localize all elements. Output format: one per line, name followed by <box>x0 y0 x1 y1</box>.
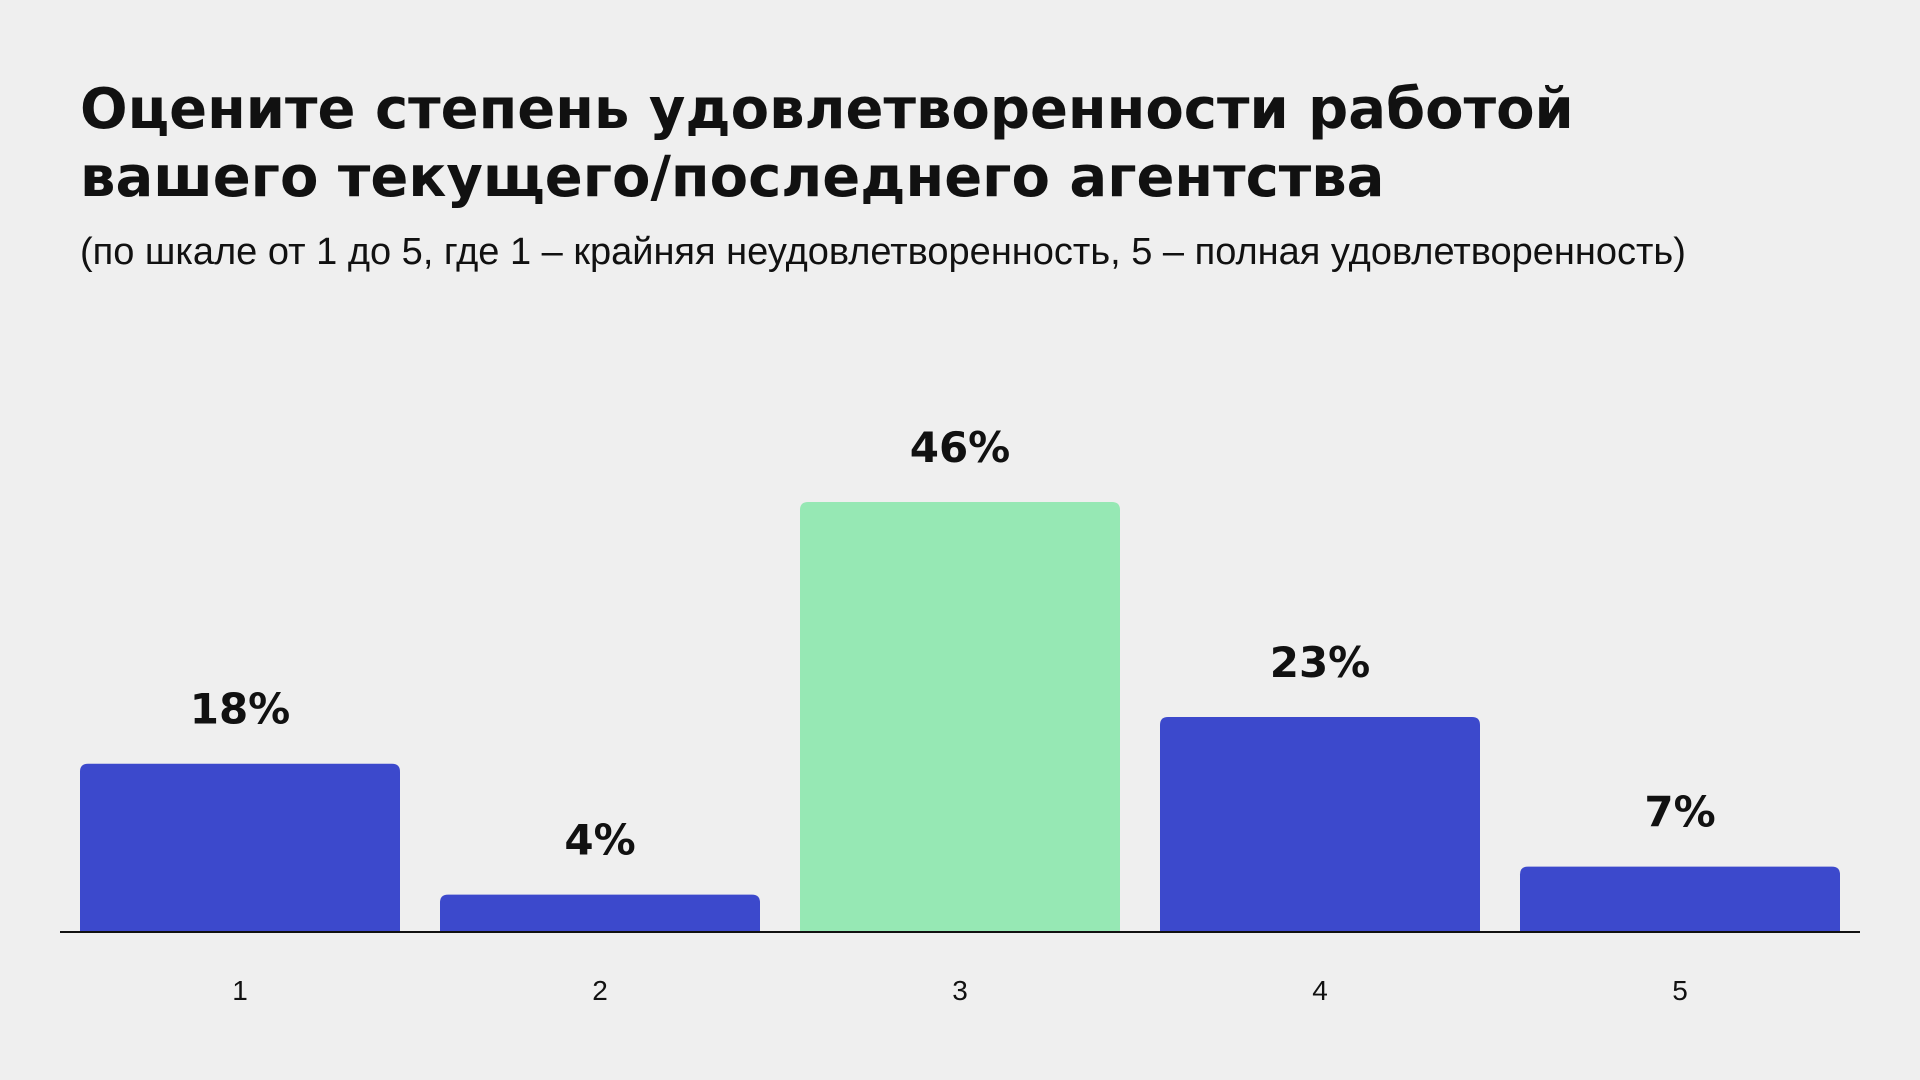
data-label-4: 23% <box>1270 638 1371 687</box>
data-label-5: 7% <box>1644 788 1715 837</box>
x-tick-label-3: 3 <box>952 975 968 1006</box>
bar-3 <box>800 502 1120 932</box>
chart-title-line-1: Оцените степень удовлетворенности работо… <box>80 77 1574 142</box>
data-labels-layer: 18% 4% 46% 23% 7% <box>190 423 1716 865</box>
chart-subtitle: (по шкале от 1 до 5, где 1 – крайняя неу… <box>80 231 1686 273</box>
data-label-2: 4% <box>564 816 635 865</box>
data-label-1: 18% <box>190 685 291 734</box>
x-tick-label-4: 4 <box>1312 975 1328 1006</box>
data-label-3: 46% <box>910 423 1011 472</box>
x-tick-label-5: 5 <box>1672 975 1688 1006</box>
x-axis-tick-labels: 1 2 3 4 5 <box>232 975 1688 1006</box>
bar-2 <box>440 894 760 932</box>
bar-5 <box>1520 866 1840 932</box>
bar-1 <box>80 763 400 932</box>
bars-layer <box>80 502 1840 932</box>
x-tick-label-1: 1 <box>232 975 248 1006</box>
bar-4 <box>1160 717 1480 932</box>
chart-title: Оцените степень удовлетворенности работо… <box>80 76 1840 212</box>
x-tick-label-2: 2 <box>592 975 608 1006</box>
chart-title-line-2: вашего текущего/последнего агентства <box>80 145 1385 210</box>
